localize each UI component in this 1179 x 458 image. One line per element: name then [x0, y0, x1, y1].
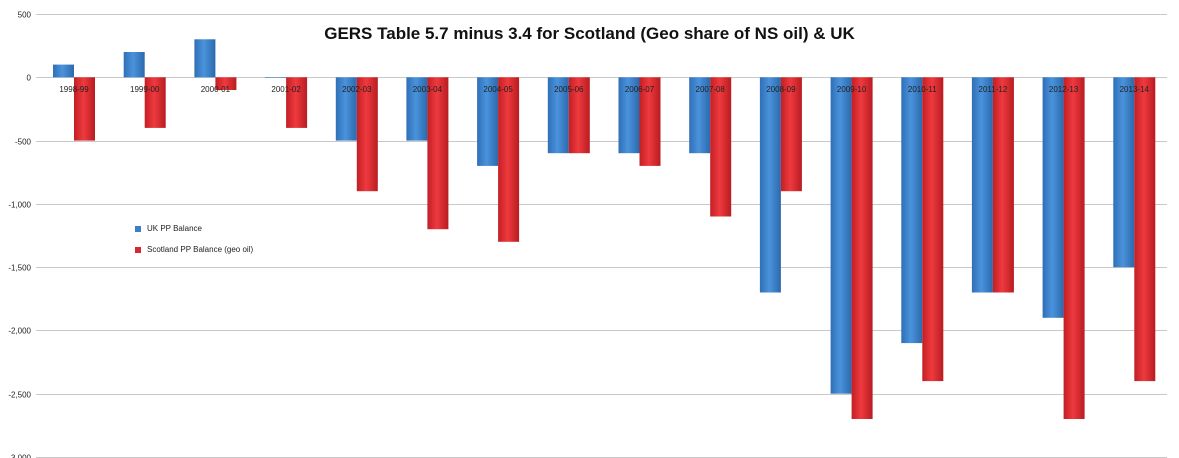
bar-uk — [123, 52, 145, 78]
bar-scotland — [568, 77, 590, 154]
bar-scotland — [851, 77, 873, 420]
x-tick-label: 2009-10 — [837, 85, 867, 94]
x-tick-label: 2008-09 — [766, 85, 796, 94]
bar-uk — [901, 77, 923, 344]
x-tick-label: 2010-11 — [908, 85, 937, 94]
chart-title: GERS Table 5.7 minus 3.4 for Scotland (G… — [324, 24, 855, 43]
bar-uk — [477, 77, 499, 166]
x-tick-label: 2001-02 — [271, 85, 301, 94]
y-tick-label: -1,000 — [8, 201, 31, 210]
x-tick-label: 2003-04 — [413, 85, 443, 94]
x-tick-label: 2006-07 — [625, 85, 655, 94]
bar-scotland — [922, 77, 944, 382]
bar-scotland — [639, 77, 661, 166]
x-axis: 1998-99 1999-00 2000-01 2001-02 2002-03 2003-… — [59, 85, 1149, 94]
bar-scotland — [215, 77, 237, 90]
bar-scotland — [427, 77, 449, 230]
bar-scotland — [144, 77, 166, 128]
bar-scotland — [1134, 77, 1156, 382]
x-tick-label: 1999-00 — [130, 85, 160, 94]
legend-swatch-scotland — [135, 246, 141, 253]
bar-scotland — [710, 77, 732, 217]
x-tick-label: 2007-08 — [696, 85, 726, 94]
x-tick-label: 2004-05 — [483, 85, 513, 94]
bar-uk — [265, 77, 287, 78]
bar-uk — [335, 77, 357, 141]
bar-scotland — [74, 77, 95, 141]
x-tick-label: 2000-01 — [201, 85, 231, 94]
bar-uk — [547, 77, 569, 154]
bar-scotland — [1063, 77, 1085, 420]
bar-scotland — [992, 77, 1014, 293]
y-tick-label: 500 — [18, 11, 32, 20]
y-tick-label: -500 — [15, 138, 32, 147]
bar-scotland — [286, 77, 308, 128]
bar-uk — [689, 77, 711, 154]
bar-uk — [1113, 77, 1135, 268]
bar-uk — [194, 39, 216, 78]
x-tick-label: 2013-14 — [1120, 85, 1150, 94]
bar-uk — [406, 77, 428, 141]
legend: UK PP Balance Scotland PP Balance (geo o… — [135, 218, 253, 260]
legend-item-scotland: Scotland PP Balance (geo oil) — [135, 239, 253, 260]
bar-scotland — [498, 77, 520, 242]
x-tick-label: 2012-13 — [1049, 85, 1079, 94]
legend-label-uk: UK PP Balance — [147, 224, 202, 233]
bar-uk — [830, 77, 852, 394]
bar-scotland — [780, 77, 802, 192]
y-tick-label: -2,000 — [8, 327, 31, 336]
x-tick-label: 2011-12 — [979, 85, 1008, 94]
bars — [53, 39, 1156, 420]
legend-swatch-uk — [135, 225, 141, 232]
bar-scotland — [356, 77, 378, 192]
y-tick-label: -3,000 — [8, 454, 31, 458]
y-axis: 500 0 -500 -1,000 -1,500 -2,000 -2,500 -3,000 — [8, 11, 31, 458]
legend-item-uk: UK PP Balance — [135, 218, 253, 239]
y-tick-label: 0 — [27, 74, 32, 83]
x-tick-label: 2002-03 — [342, 85, 372, 94]
y-tick-label: -2,500 — [8, 391, 31, 400]
bar-uk — [1042, 77, 1064, 318]
bar-uk — [971, 77, 993, 293]
x-tick-label: 2005-06 — [554, 85, 584, 94]
bar-uk — [759, 77, 781, 293]
bar-uk — [53, 64, 74, 78]
y-tick-label: -1,500 — [8, 264, 31, 273]
legend-label-scotland: Scotland PP Balance (geo oil) — [147, 245, 254, 254]
bar-uk — [618, 77, 640, 154]
x-tick-label: 1998-99 — [59, 85, 89, 94]
